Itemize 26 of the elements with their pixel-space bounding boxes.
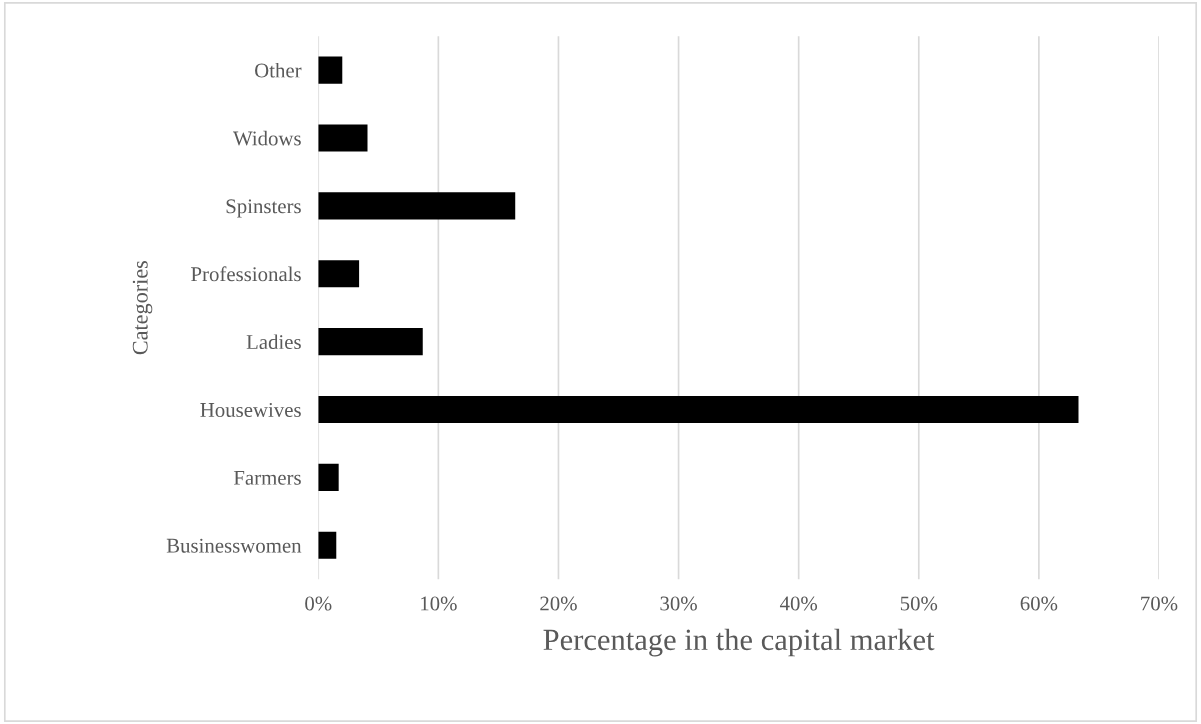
y-tick-label: Housewives [200, 402, 301, 417]
bar [318, 328, 423, 356]
x-tick-label: 0% [305, 596, 332, 611]
bar [318, 192, 516, 220]
x-tick-label: 30% [660, 596, 697, 611]
y-axis-title: Categories [132, 260, 153, 355]
y-tick-label: Spinsters [226, 199, 301, 218]
bar [318, 260, 360, 288]
x-axis-title: Percentage in the capital market [543, 628, 935, 657]
bar [318, 531, 337, 559]
x-tick-label: 70% [1141, 596, 1178, 611]
x-tick-label: 50% [900, 596, 938, 611]
y-tick-label: Professionals [191, 266, 301, 282]
bar [318, 56, 343, 84]
x-tick-label: 10% [421, 596, 457, 611]
y-tick-label: Other [255, 62, 302, 78]
bar [318, 124, 368, 152]
bar [318, 463, 339, 491]
y-tick-label: Businesswomen [166, 538, 302, 553]
y-tick-label: Farmers [233, 470, 301, 485]
x-tick-label: 20% [540, 596, 577, 611]
x-tick-label: 60% [1020, 596, 1058, 611]
y-tick-label: Ladies [246, 334, 301, 350]
bar [318, 395, 1079, 424]
x-tick-label: 40% [779, 596, 818, 611]
y-tick-label: Widows [233, 130, 301, 146]
